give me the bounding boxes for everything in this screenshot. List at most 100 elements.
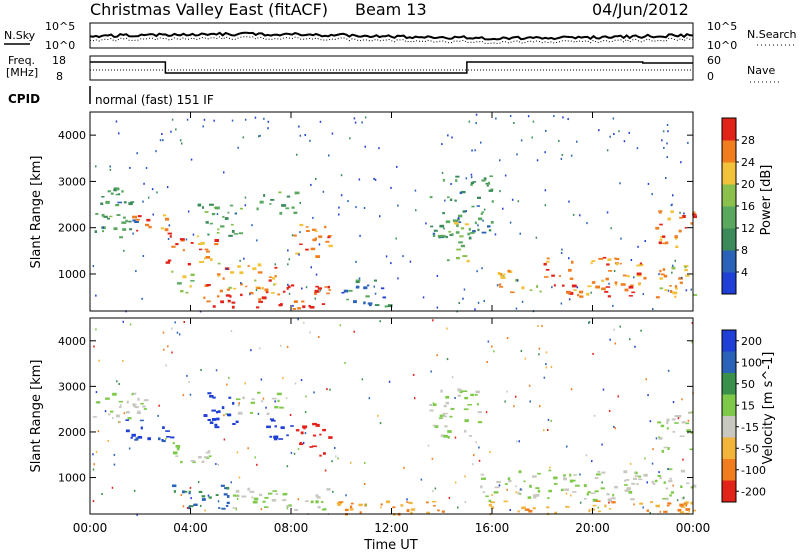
heatmap-cell <box>470 176 473 179</box>
heatmap-cell <box>232 287 237 290</box>
heatmap-cell <box>115 414 120 418</box>
heatmap-cell <box>93 345 95 348</box>
heatmap-cell <box>506 337 509 339</box>
heatmap-cell <box>301 287 303 290</box>
heatmap-cell <box>222 277 225 280</box>
heatmap-cell <box>286 195 291 198</box>
heatmap-cell <box>253 497 259 501</box>
heatmap-cell <box>331 460 333 463</box>
heatmap-cell <box>611 497 616 500</box>
heatmap-cell <box>625 479 630 481</box>
heatmap-cell <box>190 273 195 276</box>
heatmap-cell <box>686 429 691 432</box>
heatmap-cell <box>308 304 311 308</box>
heatmap-cell <box>685 508 691 511</box>
heatmap-cell <box>95 391 98 394</box>
heatmap-cell <box>373 285 375 288</box>
heatmap-cell <box>201 460 205 463</box>
heatmap-cell <box>601 287 606 291</box>
heatmap-cell <box>463 288 466 291</box>
heatmap-cell <box>579 501 582 504</box>
heatmap-cell <box>340 194 343 197</box>
heatmap-cell <box>674 235 678 239</box>
freq-panel: Freq. [MHz] 18 8 60 0 Nave <box>6 54 780 83</box>
heatmap-cell <box>355 206 357 209</box>
heatmap-cell <box>287 504 292 507</box>
heatmap-cell <box>339 324 342 327</box>
heatmap-cell <box>345 494 347 497</box>
heatmap-cell <box>92 453 94 456</box>
heatmap-cell <box>634 345 636 348</box>
heatmap-cell <box>647 394 649 397</box>
time-axis: 00:00 04:00 08:00 12:00 16:00 20:00 00:00 <box>73 112 710 535</box>
colorbar-segment <box>722 330 736 352</box>
heatmap-cell <box>192 233 195 236</box>
heatmap-cell <box>474 221 477 225</box>
heatmap-cell <box>275 493 279 495</box>
heatmap-cell <box>305 248 309 251</box>
heatmap-cell <box>615 258 620 261</box>
heatmap-cell <box>655 226 660 230</box>
heatmap-cell <box>636 274 642 277</box>
heatmap-cell <box>129 323 132 326</box>
heatmap-cell <box>266 425 271 429</box>
heatmap-cell <box>237 404 240 407</box>
station-title: Christmas Valley East (fitACF) <box>90 0 328 19</box>
heatmap-cell <box>355 285 360 289</box>
heatmap-cell <box>390 262 392 265</box>
heatmap-cell <box>217 410 221 413</box>
heatmap-cell <box>495 117 497 120</box>
heatmap-cell <box>171 118 174 121</box>
heatmap-cell <box>188 381 190 383</box>
heatmap-cell <box>604 504 607 508</box>
heatmap-cell <box>259 134 261 137</box>
heatmap-cell <box>409 260 412 263</box>
heatmap-cell <box>669 494 672 497</box>
heatmap-cell <box>441 434 445 437</box>
heatmap-cell <box>565 506 570 508</box>
heatmap-cell <box>609 338 611 341</box>
heatmap-cell <box>189 285 192 288</box>
heatmap-cell <box>298 125 300 128</box>
heatmap-cell <box>535 494 540 497</box>
heatmap-cell <box>546 257 550 260</box>
heatmap-cell <box>304 432 307 435</box>
heatmap-cell <box>250 411 253 414</box>
heatmap-cell <box>209 421 214 424</box>
heatmap-cell <box>662 235 666 238</box>
heatmap-cell <box>364 145 366 148</box>
heatmap-cell <box>504 400 506 403</box>
heatmap-cell <box>458 302 460 304</box>
colorbar-segment <box>722 394 736 417</box>
heatmap-cell <box>354 121 357 124</box>
heatmap-cell <box>665 177 667 179</box>
heatmap-cell <box>613 328 615 331</box>
heatmap-cell <box>329 388 331 391</box>
heatmap-cell <box>169 235 172 238</box>
heatmap-cell <box>439 414 445 418</box>
velocity-y-label: Slant Range [km] <box>29 360 44 473</box>
heatmap-cell <box>437 509 440 512</box>
heatmap-cell <box>452 219 458 222</box>
heatmap-cell <box>165 430 170 432</box>
heatmap-cell <box>101 213 105 217</box>
heatmap-cell <box>612 117 615 120</box>
heatmap-cell <box>249 291 254 295</box>
heatmap-cell <box>392 506 396 509</box>
heatmap-cell <box>667 447 670 450</box>
heatmap-cell <box>596 473 601 476</box>
heatmap-cell <box>472 230 476 233</box>
heatmap-cell <box>265 406 267 409</box>
heatmap-cell <box>570 291 574 295</box>
heatmap-cell <box>346 298 349 301</box>
heatmap-cell <box>162 426 165 429</box>
heatmap-cell <box>162 440 166 443</box>
heatmap-cell <box>236 451 239 454</box>
heatmap-cell <box>554 511 557 515</box>
heatmap-cell <box>373 279 377 282</box>
heatmap-cell <box>235 212 237 215</box>
heatmap-cell <box>207 419 211 421</box>
heatmap-cell <box>237 265 241 268</box>
heatmap-cell <box>527 115 530 118</box>
heatmap-cell <box>671 271 673 274</box>
